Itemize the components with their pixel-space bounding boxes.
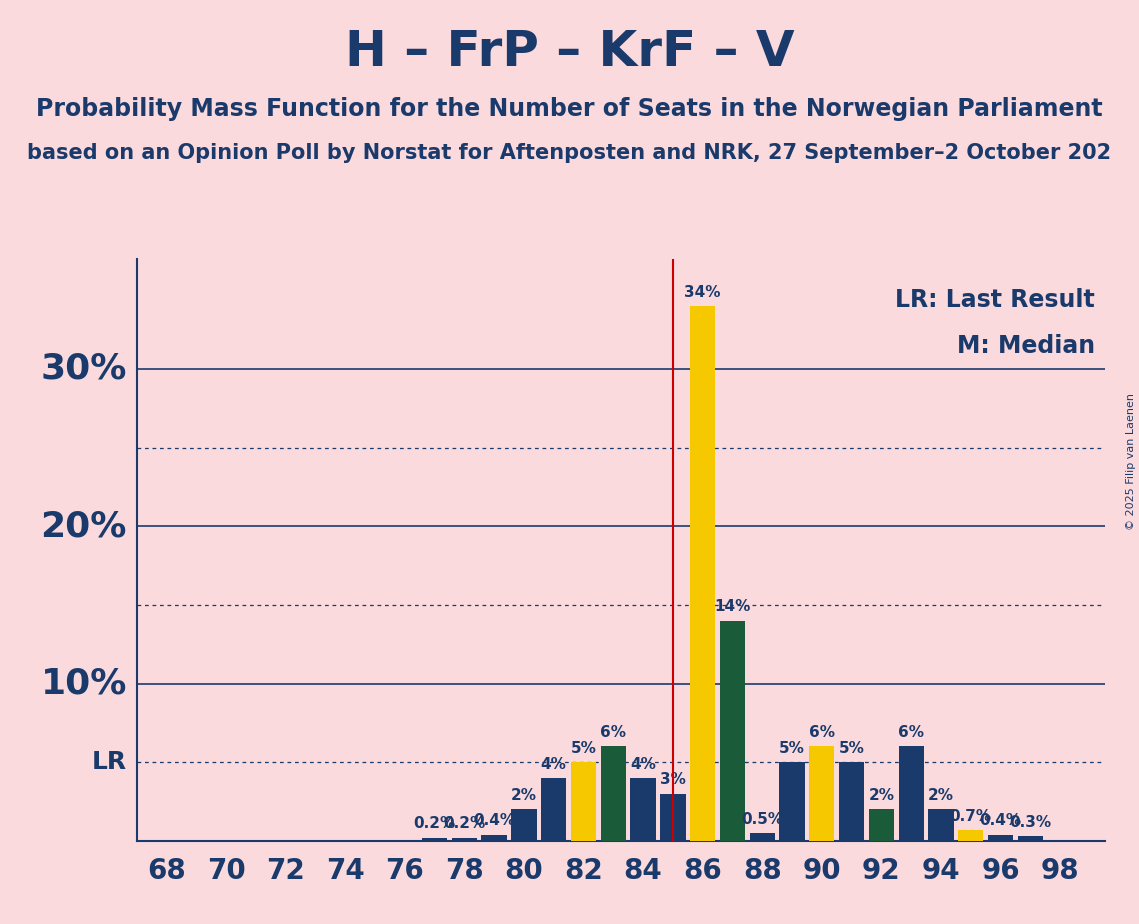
Text: M: Median: M: Median bbox=[957, 334, 1095, 359]
Bar bbox=[690, 306, 715, 841]
Text: 2%: 2% bbox=[511, 788, 536, 803]
Bar bbox=[421, 838, 448, 841]
Bar bbox=[988, 834, 1014, 841]
Text: 5%: 5% bbox=[779, 741, 805, 756]
Text: 2%: 2% bbox=[868, 788, 894, 803]
Text: 20%: 20% bbox=[41, 509, 128, 543]
Text: 6%: 6% bbox=[899, 725, 924, 740]
Bar bbox=[928, 809, 953, 841]
Text: 0.5%: 0.5% bbox=[741, 811, 784, 827]
Bar bbox=[571, 762, 596, 841]
Text: 4%: 4% bbox=[630, 757, 656, 772]
Text: 0.4%: 0.4% bbox=[980, 813, 1022, 828]
Text: 0.7%: 0.7% bbox=[950, 808, 992, 823]
Bar bbox=[600, 747, 626, 841]
Text: 14%: 14% bbox=[714, 600, 751, 614]
Bar bbox=[631, 778, 656, 841]
Bar bbox=[779, 762, 804, 841]
Bar bbox=[869, 809, 894, 841]
Bar bbox=[1017, 836, 1043, 841]
Text: 30%: 30% bbox=[41, 352, 128, 386]
Text: 0.2%: 0.2% bbox=[443, 817, 485, 832]
Bar bbox=[511, 809, 536, 841]
Bar bbox=[958, 830, 983, 841]
Bar bbox=[809, 747, 835, 841]
Text: Probability Mass Function for the Number of Seats in the Norwegian Parliament: Probability Mass Function for the Number… bbox=[36, 97, 1103, 121]
Text: H – FrP – KrF – V: H – FrP – KrF – V bbox=[345, 28, 794, 76]
Text: 5%: 5% bbox=[571, 741, 597, 756]
Bar bbox=[482, 834, 507, 841]
Text: LR: LR bbox=[92, 750, 128, 774]
Bar bbox=[899, 747, 924, 841]
Text: 10%: 10% bbox=[41, 666, 128, 700]
Text: 34%: 34% bbox=[685, 285, 721, 299]
Text: 4%: 4% bbox=[541, 757, 567, 772]
Text: 6%: 6% bbox=[600, 725, 626, 740]
Text: M: M bbox=[689, 559, 716, 588]
Text: 5%: 5% bbox=[838, 741, 865, 756]
Text: 3%: 3% bbox=[659, 772, 686, 787]
Text: 0.4%: 0.4% bbox=[473, 813, 515, 828]
Text: 2%: 2% bbox=[928, 788, 954, 803]
Text: 0.3%: 0.3% bbox=[1009, 815, 1051, 830]
Bar bbox=[749, 833, 775, 841]
Text: © 2025 Filip van Laenen: © 2025 Filip van Laenen bbox=[1126, 394, 1136, 530]
Text: 6%: 6% bbox=[809, 725, 835, 740]
Bar bbox=[541, 778, 566, 841]
Bar bbox=[661, 794, 686, 841]
Bar bbox=[452, 838, 477, 841]
Text: LR: Last Result: LR: Last Result bbox=[895, 288, 1095, 311]
Text: 0.2%: 0.2% bbox=[413, 817, 456, 832]
Bar bbox=[839, 762, 865, 841]
Bar bbox=[720, 621, 745, 841]
Text: based on an Opinion Poll by Norstat for Aftenposten and NRK, 27 September–2 Octo: based on an Opinion Poll by Norstat for … bbox=[27, 143, 1112, 164]
